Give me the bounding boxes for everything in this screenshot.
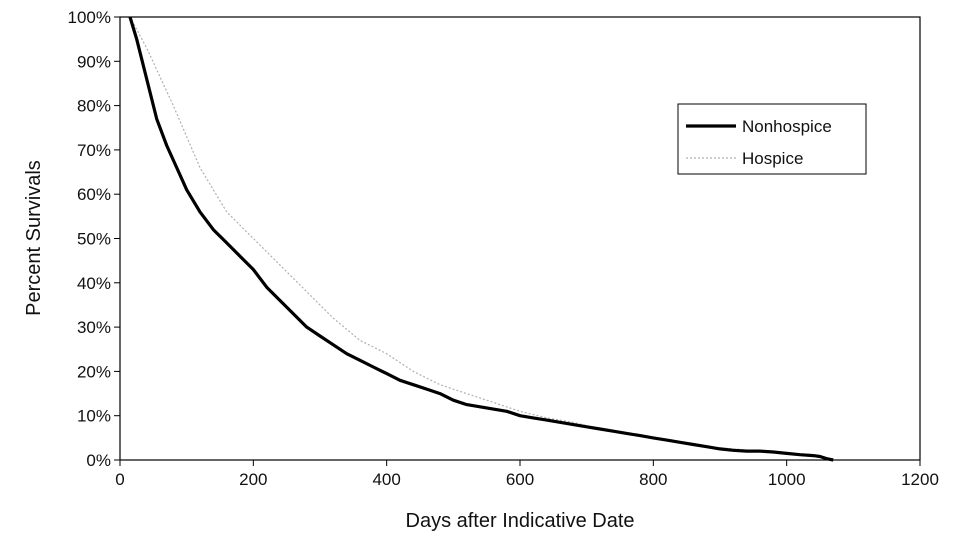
y-tick-label: 90%: [77, 52, 111, 71]
legend-box: [677, 103, 867, 175]
series-layer: [128, 16, 834, 462]
x-tick-label: 0: [115, 470, 124, 489]
x-tick-label: 1200: [901, 470, 939, 489]
y-axis: 0% 10% 20% 30% 40% 50% 60% 70% 80% 90% 100%: [68, 8, 120, 470]
x-tick-label: 200: [239, 470, 267, 489]
y-tick-label: 30%: [77, 318, 111, 337]
y-tick-label: 40%: [77, 274, 111, 293]
y-tick-label: 10%: [77, 407, 111, 426]
y-tick-label: 60%: [77, 185, 111, 204]
legend-label-nonhospice: Nonhospice: [742, 117, 832, 136]
legend-label-hospice: Hospice: [742, 149, 803, 168]
legend: Nonhospice Hospice: [677, 103, 867, 175]
x-tick-label: 400: [372, 470, 400, 489]
y-tick-label: 0%: [86, 451, 111, 470]
x-axis-title: Days after Indicative Date: [406, 510, 635, 532]
y-tick-label: 20%: [77, 362, 111, 381]
x-tick-label: 800: [639, 470, 667, 489]
series-line-nonhospice: [128, 16, 834, 462]
y-tick-label: 80%: [77, 97, 111, 116]
x-tick-label: 1000: [768, 470, 806, 489]
x-axis: 0 200 400 600 800 1000 1200: [115, 460, 939, 489]
y-tick-label: 100%: [68, 8, 111, 27]
plot-area: [119, 16, 921, 461]
series-line-hospice: [129, 16, 834, 461]
y-tick-label: 50%: [77, 230, 111, 249]
y-tick-label: 70%: [77, 141, 111, 160]
x-tick-label: 600: [506, 470, 534, 489]
y-axis-title: Percent Survivals: [23, 160, 45, 316]
